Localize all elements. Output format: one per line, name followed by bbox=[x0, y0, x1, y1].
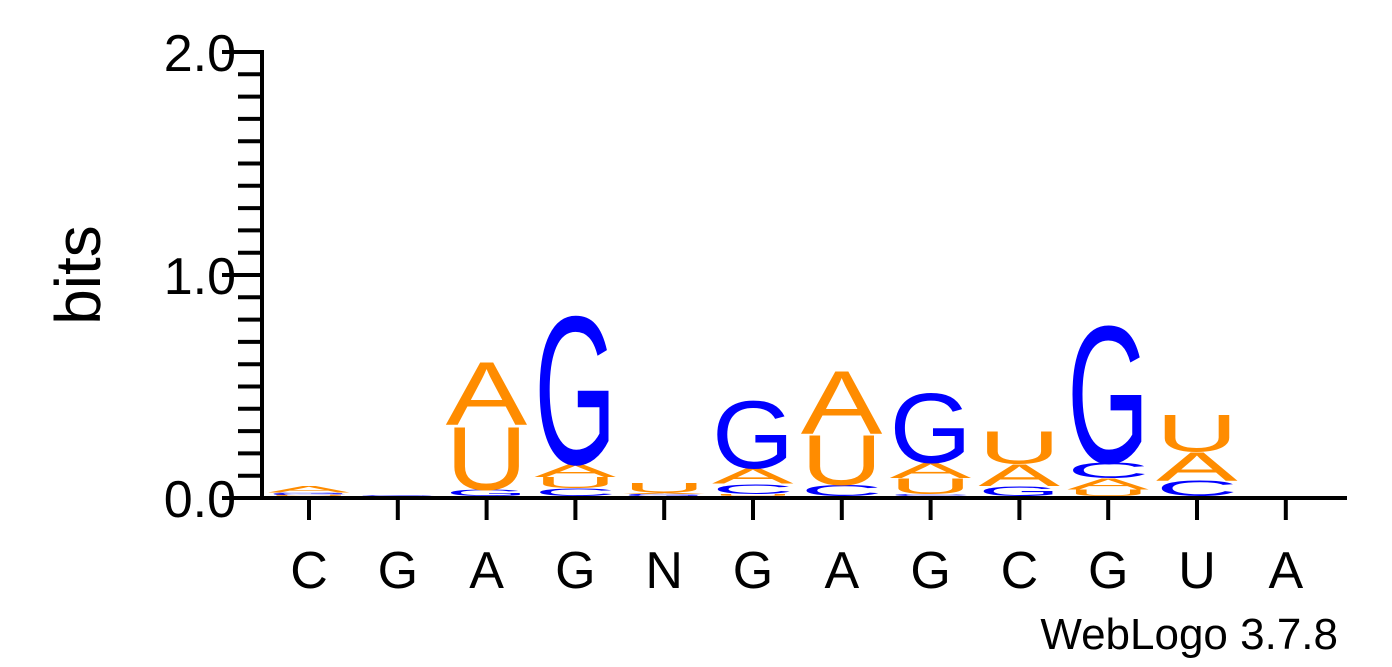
logo-letter-g: G bbox=[268, 492, 350, 494]
logo-letter-a: A bbox=[1067, 475, 1149, 492]
logo-letter-c: C bbox=[801, 482, 883, 499]
logo-letter-c: C bbox=[357, 495, 439, 496]
y-ticks: 0.0 1.0 2.0 bbox=[164, 25, 262, 529]
x-tick-label: N bbox=[645, 542, 683, 600]
logo-letter-a: A bbox=[1156, 444, 1238, 489]
logo-letter-c: C bbox=[534, 486, 616, 498]
logo-letter-c: C bbox=[268, 493, 350, 495]
logo-letter-a: A bbox=[801, 352, 883, 453]
logo-letter-u: U bbox=[446, 407, 528, 508]
x-tick-label: G bbox=[555, 542, 595, 600]
weblogo-version-label: WebLogo 3.7.8 bbox=[1040, 610, 1338, 659]
logo-letter-a: A bbox=[446, 343, 528, 444]
logo-letter-g: G bbox=[534, 274, 616, 509]
logo-letter-u: U bbox=[1156, 404, 1238, 463]
x-tick-label: C bbox=[290, 542, 328, 600]
x-tick-label: C bbox=[1001, 542, 1039, 600]
logo-letter-u: U bbox=[623, 480, 705, 496]
y-tick-label: 2.0 bbox=[164, 25, 236, 83]
logo-letter-u: U bbox=[712, 493, 794, 496]
logo-letter-c: C bbox=[890, 493, 972, 496]
x-tick-label: G bbox=[733, 542, 773, 600]
y-tick-label: 0.0 bbox=[164, 471, 236, 529]
logo-letter-u: U bbox=[890, 474, 972, 498]
logo-letter-g: G bbox=[357, 495, 439, 496]
logo-letter-u: U bbox=[801, 421, 883, 501]
logo-letter-a: A bbox=[978, 458, 1060, 493]
x-tick-label: A bbox=[824, 542, 859, 600]
x-tick-label: A bbox=[1268, 542, 1303, 600]
y-tick-label: 1.0 bbox=[164, 248, 236, 306]
x-tick-label: G bbox=[378, 542, 418, 600]
y-axis-label: bits bbox=[42, 225, 114, 325]
logo-letter-u: U bbox=[978, 422, 1060, 474]
logo-letter-a: A bbox=[534, 460, 616, 481]
logo-letter-u: U bbox=[1067, 488, 1149, 498]
logo-letter-g: G bbox=[1067, 286, 1149, 505]
x-tick-label: A bbox=[469, 542, 504, 600]
logo-letter-a: A bbox=[268, 484, 350, 494]
logo-letter-u: U bbox=[268, 495, 350, 497]
logo-letter-g: G bbox=[978, 483, 1060, 499]
logo-letter-a: A bbox=[712, 464, 794, 489]
logo-letter-c: C bbox=[623, 493, 705, 495]
x-tick-label: G bbox=[910, 542, 950, 600]
logo-letter-g: G bbox=[712, 382, 794, 489]
logo-letter-a: A bbox=[890, 458, 972, 483]
logo-letter-a: A bbox=[623, 492, 705, 494]
x-tick-label: G bbox=[1088, 542, 1128, 600]
logo-letter-g: G bbox=[446, 488, 528, 498]
logo-letter-c: C bbox=[1067, 459, 1149, 483]
logo-letter-g: G bbox=[890, 372, 972, 484]
logo-letter-u: U bbox=[534, 474, 616, 491]
logo-letter-c: C bbox=[712, 481, 794, 497]
x-tick-label: U bbox=[1178, 542, 1216, 600]
logo-letter-g: G bbox=[623, 495, 705, 497]
